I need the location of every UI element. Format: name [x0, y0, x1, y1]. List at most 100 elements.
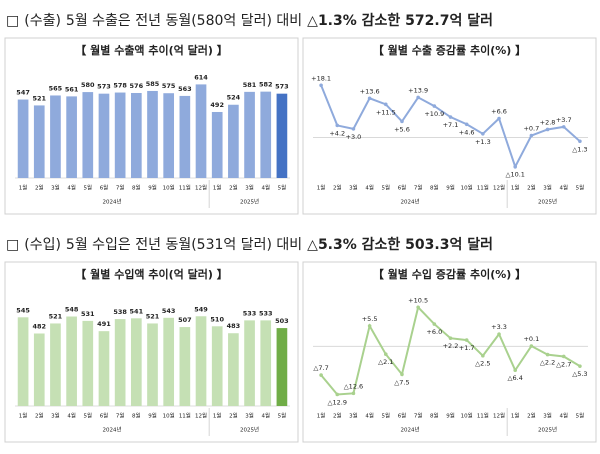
data-label: 482: [32, 322, 46, 330]
data-label: 576: [130, 82, 144, 90]
point: [351, 127, 356, 131]
bar: [244, 91, 255, 178]
bar: [195, 316, 207, 406]
bar: [195, 84, 207, 178]
bar: [228, 104, 239, 178]
data-label: +4.6: [459, 128, 475, 136]
data-label: 538: [113, 308, 127, 316]
x-tick-label: 4월: [365, 412, 374, 420]
data-label: 541: [130, 307, 144, 315]
data-label: +7.1: [443, 121, 459, 129]
data-label: 549: [194, 305, 208, 313]
x-tick-label: 4월: [365, 184, 374, 192]
x-tick-label: 2월: [333, 412, 342, 420]
x-tick-label: 10월: [461, 412, 473, 420]
heading-box: □: [6, 237, 20, 253]
x-tick-label: 3월: [349, 412, 358, 420]
bar: [17, 99, 29, 178]
bar: [66, 316, 77, 406]
x-tick-label: 4월: [67, 184, 76, 192]
x-tick-label: 3월: [51, 412, 60, 420]
data-label: 531: [81, 310, 95, 318]
data-label: 547: [16, 89, 30, 97]
x-tick-label: 10월: [163, 412, 175, 420]
x-tick-label: 3월: [349, 184, 358, 192]
point: [497, 332, 501, 336]
x-tick-label: 5월: [576, 412, 585, 420]
data-label: 578: [113, 82, 127, 90]
point: [416, 95, 420, 100]
x-tick-label: 9월: [148, 412, 157, 420]
point: [383, 352, 388, 357]
data-label: 533: [259, 309, 273, 317]
point: [432, 322, 437, 326]
bar: [147, 323, 158, 406]
data-label: +3.7: [556, 116, 572, 124]
heading-emphasis: △1.3% 감소한 572.7억 달러: [307, 13, 493, 29]
data-label: +4.2: [329, 129, 345, 137]
bar: [179, 95, 191, 178]
heading: □ (수입) 5월 수입은 전년 동월(531억 달러) 대비 △5.3% 감소한 5…: [6, 234, 498, 254]
bar: [163, 317, 175, 406]
x-tick-label: 11월: [179, 412, 191, 420]
x-tick-label: 3월: [543, 412, 552, 420]
x-tick-label: 7월: [116, 412, 125, 420]
bar: [50, 323, 61, 406]
x-tick-label: 6월: [100, 184, 109, 192]
point: [400, 372, 404, 377]
bar: [82, 320, 94, 406]
data-label: 545: [16, 306, 30, 314]
data-label: 548: [65, 306, 79, 314]
x-tick-label: 5월: [576, 184, 585, 192]
data-label: 521: [49, 312, 63, 320]
bar: [114, 319, 126, 406]
data-label: +0.7: [523, 125, 539, 133]
point: [319, 83, 323, 88]
point: [367, 324, 372, 328]
x-tick-label: 5월: [278, 412, 287, 420]
data-label: 561: [65, 85, 79, 93]
data-label: 507: [178, 316, 192, 324]
x-tick-label: 6월: [100, 412, 109, 420]
x-tick-label: 3월: [245, 412, 254, 420]
data-label: △12.9: [328, 398, 347, 406]
bar: [130, 318, 142, 406]
data-label: △6.4: [508, 374, 523, 382]
panel: [4, 37, 299, 215]
x-tick-label: 1월: [19, 184, 28, 192]
data-label: 521: [146, 312, 160, 320]
data-label: +6.6: [491, 107, 507, 115]
data-label: +13.9: [408, 86, 428, 94]
point: [545, 127, 550, 132]
x-tick-label: 5월: [278, 184, 287, 192]
point: [464, 122, 469, 127]
x-tick-label: 3월: [543, 184, 552, 192]
x-tick-label: 4월: [559, 412, 568, 420]
data-label: 580: [81, 81, 95, 89]
data-label: +11.5: [376, 108, 396, 116]
data-label: +2.8: [540, 118, 556, 126]
x-tick-label: 4월: [67, 412, 76, 420]
bar: [276, 328, 288, 406]
x-tick-label: 2월: [333, 184, 342, 192]
bar: [33, 105, 45, 178]
x-tick-label: 2월: [35, 184, 44, 192]
data-label: +5.6: [394, 125, 410, 133]
bar: [260, 320, 272, 406]
data-label: 581: [243, 81, 257, 89]
chart-title: 【 월별 수출 증감률 추이(%) 】: [373, 43, 526, 57]
heading-text: 5월 수입은 전년 동월(531억 달러) 대비: [65, 237, 303, 253]
bar: [66, 96, 77, 178]
data-label: △2.5: [475, 360, 490, 368]
data-label: 491: [97, 320, 111, 328]
data-label: +3.3: [491, 323, 507, 331]
data-label: 543: [162, 307, 176, 315]
point: [448, 336, 453, 341]
data-label: 524: [227, 94, 241, 102]
bar: [98, 331, 110, 406]
point: [481, 132, 485, 136]
x-tick-label: 8월: [132, 184, 141, 192]
x-tick-label: 11월: [179, 184, 191, 192]
point: [497, 116, 501, 121]
x-tick-label: 4월: [559, 184, 568, 192]
